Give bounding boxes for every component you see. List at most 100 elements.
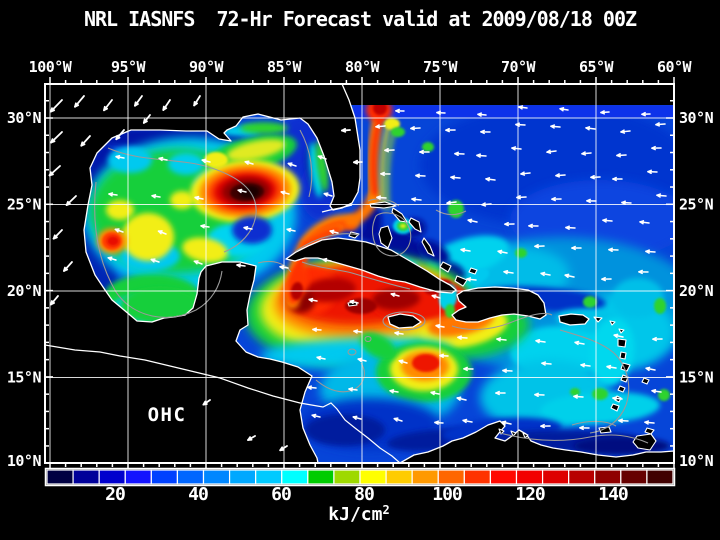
wind-arrow bbox=[353, 159, 363, 165]
wind-arrow bbox=[606, 364, 617, 370]
wind-arrow bbox=[322, 257, 332, 263]
depth-contour bbox=[295, 233, 360, 252]
wind-arrow bbox=[477, 112, 487, 117]
island bbox=[641, 377, 650, 385]
wind-arrow bbox=[49, 99, 63, 113]
island bbox=[609, 320, 616, 326]
wind-arrow bbox=[534, 243, 545, 249]
heat-blob bbox=[315, 140, 329, 192]
island bbox=[619, 351, 627, 360]
wind-arrow bbox=[613, 333, 624, 338]
lon-axis-label: 65°W bbox=[579, 58, 615, 76]
wind-arrow bbox=[546, 149, 557, 154]
wind-arrow bbox=[616, 153, 627, 158]
lat-axis-label-left: 15°N bbox=[7, 369, 42, 387]
wind-arrow bbox=[574, 340, 585, 346]
wind-arrow bbox=[638, 269, 649, 275]
colorbar-cell bbox=[150, 469, 179, 485]
wind-arrow bbox=[645, 249, 656, 254]
warm-current-band bbox=[370, 114, 383, 196]
wind-arrow bbox=[565, 225, 576, 230]
wind-arrow bbox=[651, 145, 662, 151]
island bbox=[454, 275, 468, 287]
heat-blob bbox=[592, 388, 608, 400]
wind-arrow bbox=[329, 229, 339, 235]
wind-arrow bbox=[243, 225, 253, 231]
wind-arrow bbox=[481, 202, 492, 207]
heat-blob bbox=[583, 296, 597, 308]
wind-arrow bbox=[307, 385, 317, 390]
island bbox=[439, 261, 452, 273]
wind-arrow bbox=[618, 418, 629, 423]
colorbar-cell bbox=[333, 469, 361, 485]
wind-arrow bbox=[485, 177, 496, 182]
colorbar-cell bbox=[620, 469, 648, 485]
field-name-label: OHC bbox=[148, 404, 187, 426]
wind-arrow bbox=[194, 195, 204, 201]
wind-arrow bbox=[520, 171, 531, 176]
heat-blob bbox=[232, 216, 272, 244]
wind-arrow bbox=[357, 357, 367, 363]
wind-arrow bbox=[431, 294, 441, 299]
depth-contour bbox=[364, 335, 372, 343]
wind-arrow bbox=[349, 299, 359, 305]
island bbox=[598, 426, 612, 434]
wind-arrow bbox=[621, 200, 632, 205]
wind-arrow bbox=[476, 153, 487, 158]
island bbox=[617, 385, 626, 393]
wind-arrow bbox=[247, 435, 256, 441]
heat-blob bbox=[168, 153, 204, 175]
heat-blob bbox=[108, 147, 152, 173]
lon-axis-label: 70°W bbox=[501, 58, 537, 76]
depth-contour bbox=[451, 312, 553, 331]
colorbar-tick-label: 120 bbox=[515, 484, 545, 505]
wind-arrow bbox=[50, 131, 63, 144]
wind-arrow bbox=[108, 192, 118, 197]
wind-arrow bbox=[389, 389, 399, 394]
wind-arrow bbox=[395, 108, 405, 114]
wind-arrow bbox=[456, 396, 467, 401]
colorbar-cell bbox=[228, 469, 257, 485]
colorbar-cell bbox=[46, 469, 74, 485]
heat-blob bbox=[120, 288, 200, 324]
lon-axis-label: 90°W bbox=[189, 58, 225, 76]
wind-arrow bbox=[50, 295, 59, 306]
colorbar-cell bbox=[176, 469, 205, 485]
heat-blob bbox=[182, 237, 228, 263]
land-polygon bbox=[45, 84, 361, 463]
lat-axis-label-left: 20°N bbox=[7, 282, 42, 300]
wind-arrow bbox=[450, 175, 461, 180]
wind-arrow bbox=[504, 221, 515, 227]
wind-arrow bbox=[134, 95, 143, 107]
wind-arrow bbox=[151, 194, 161, 199]
colorbar-cell bbox=[255, 469, 283, 485]
colorbar-cell bbox=[568, 469, 596, 485]
island bbox=[522, 432, 529, 439]
lon-axis-label: 75°W bbox=[423, 58, 459, 76]
lon-axis-label: 95°W bbox=[111, 58, 147, 76]
wind-arrow bbox=[80, 135, 91, 147]
wind-arrow bbox=[502, 368, 513, 373]
wind-arrow bbox=[608, 247, 619, 253]
wind-arrow bbox=[150, 258, 160, 263]
wind-arrow bbox=[311, 413, 321, 419]
wind-arrow bbox=[540, 423, 551, 429]
wind-arrow bbox=[308, 297, 318, 303]
land-polygon bbox=[285, 237, 457, 294]
lon-axis-label: 80°W bbox=[345, 58, 381, 76]
wind-arrow bbox=[114, 228, 124, 233]
wind-arrow bbox=[590, 174, 601, 180]
depth-contour bbox=[435, 209, 467, 216]
wind-arrow bbox=[463, 366, 474, 372]
wind-arrow bbox=[439, 353, 449, 358]
wind-arrow bbox=[390, 292, 400, 297]
colorbar-cell bbox=[202, 469, 231, 485]
wind-arrow bbox=[480, 129, 491, 135]
wind-arrow bbox=[244, 160, 254, 165]
wind-arrow bbox=[511, 146, 522, 151]
heat-blob bbox=[305, 414, 385, 446]
heat-blob bbox=[107, 236, 119, 246]
land-polygon bbox=[451, 286, 547, 323]
depth-contour bbox=[107, 147, 257, 253]
colorbar-cell bbox=[281, 469, 309, 485]
